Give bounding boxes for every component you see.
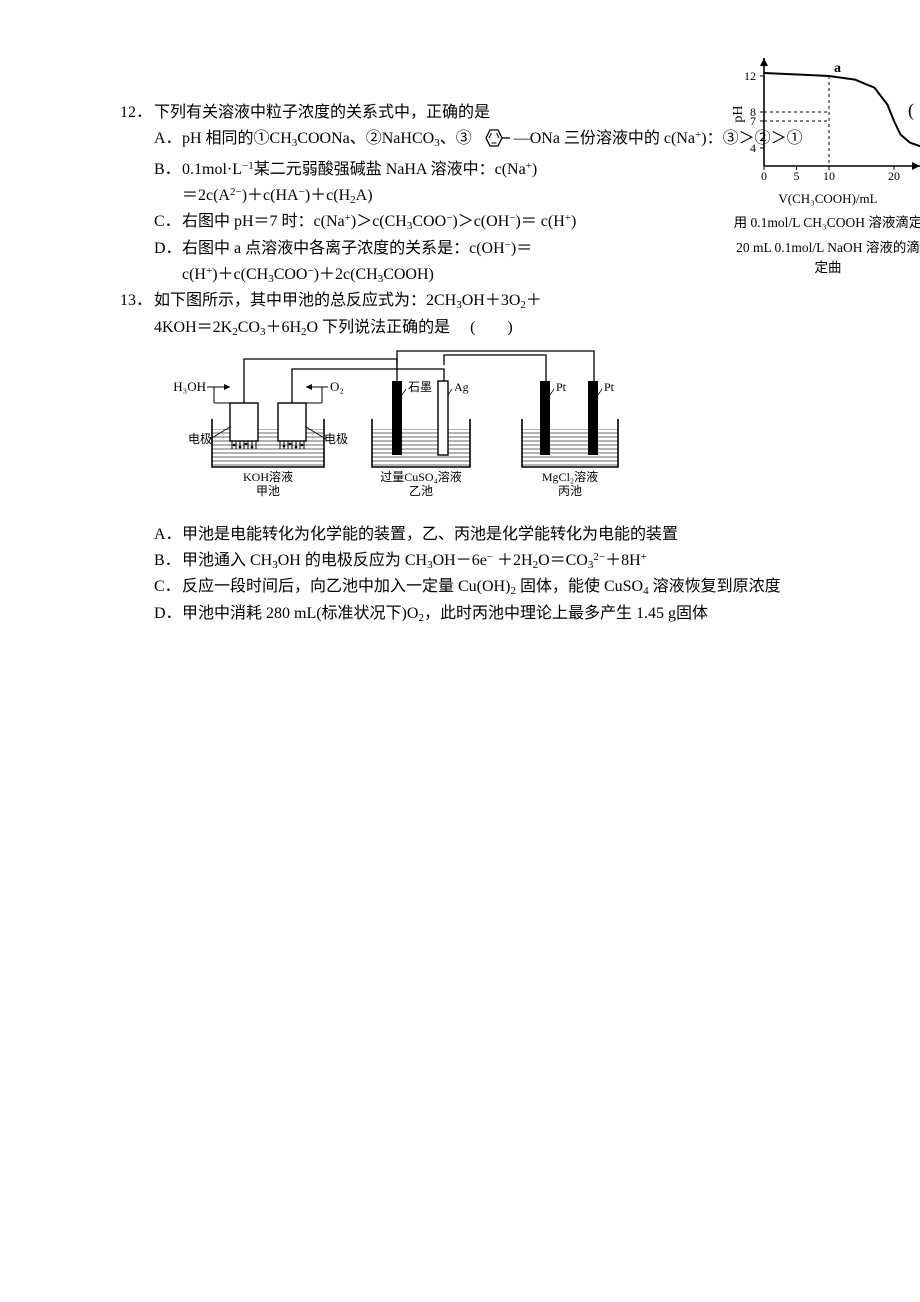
svg-text:丙池: 丙池 [558,484,582,498]
svg-text:KOH溶液: KOH溶液 [243,469,293,484]
t: 反应一段时间后，向乙池中加入一定量 Cu(OH) [182,578,510,595]
t: OH 的电极反应为 CH [278,552,427,569]
question-13: 13． 如下图所示，其中甲池的总反应式为：2CH3OH＋3O2＋ 4KOH＝2K… [120,288,910,341]
q12-A-label: A． [154,126,182,152]
svg-text:O₂: O₂ [330,379,344,394]
t: COOH) [383,266,434,283]
q13-option-D: D． 甲池中消耗 280 mL(标准状况下)O2，此时丙池中理论上最多产生 1.… [154,601,914,628]
t: ＋2H [493,552,533,569]
q13-A-label: A． [154,522,182,548]
t: 右图中 pH＝7 时：c(Na [182,213,345,230]
benzene-icon [478,127,512,158]
q12-option-C: C． 右图中 pH＝7 时：c(Na+)＞c(CH3COO−)＞c(OH−)＝ … [154,209,910,236]
q12-option-B: B． 0.1mol·L−1某二元弱酸强碱盐 NaHA 溶液中：c(Na+) ＝2… [154,157,910,209]
q13-paren: ( ) [470,319,513,336]
t: ，此时丙池中理论上最多产生 1.45 g固体 [424,605,708,622]
svg-text:乙池: 乙池 [409,484,433,498]
svg-text:Ag: Ag [454,380,469,394]
q12-number: 12． [120,100,154,126]
t: ＋8H [605,552,641,569]
t: 某二元弱酸强碱盐 NaHA 溶液中：c(Na [254,161,526,178]
q13-B-label: B． [154,548,182,574]
q12-option-D: D． 右图中 a 点溶液中各离子浓度的关系是：c(OH−)＝ c(H+)＋c(C… [154,236,910,288]
t: c(H [182,266,206,283]
t: 4KOH＝2K [154,319,232,336]
question-12: 12． ( 下列有关溶液中粒子浓度的关系式中，正确的是 A． pH 相同的①CH… [120,100,910,288]
svg-text:电极: 电极 [324,432,348,446]
svg-text:甲池: 甲池 [256,484,280,498]
t: )：③＞②＞① [701,130,802,147]
t: 0.1mol·L [182,161,242,178]
t: 甲池通入 CH [182,552,272,569]
t: −1 [242,160,254,172]
t: O 下列说法正确的是 [307,319,451,336]
svg-text:MgCl₂溶液: MgCl₂溶液 [542,469,598,484]
svg-text:Pt: Pt [556,380,567,394]
q12-option-A: A． pH 相同的①CH3COONa、②NaHCO3、③ —ONa 三份溶液中的… [154,126,910,158]
t: 固体，能使 CuSO [516,578,643,595]
svg-text:石墨: 石墨 [408,380,432,394]
t: ) [571,213,576,230]
t: )＝ c(H [515,213,564,230]
q13-D-label: D． [154,601,182,627]
t: ＋ [526,292,542,309]
t: COO [412,213,446,230]
svg-text:电极: 电极 [188,432,212,446]
q13-option-A: A． 甲池是电能转化为化学能的装置，乙、丙池是化学能转化为电能的装置 [154,522,914,548]
t: OH－6e [433,552,487,569]
q12-paren: ( [908,96,914,125]
q13-C-label: C． [154,574,182,600]
svg-text:CH₃OH: CH₃OH [174,379,206,394]
svg-text:Pt: Pt [604,380,615,394]
t: ＋6H [265,319,301,336]
t: 2− [593,551,605,563]
t: 甲池中消耗 280 mL(标准状况下)O [182,605,418,622]
q13-option-C: C． 反应一段时间后，向乙池中加入一定量 Cu(OH)2 固体，能使 CuSO4… [154,574,914,601]
q13-options: A． 甲池是电能转化为化学能的装置，乙、丙池是化学能转化为电能的装置 B． 甲池… [120,522,914,627]
t: COO [274,266,308,283]
q12-D-label: D． [154,236,182,262]
q13-option-B: B． 甲池通入 CH3OH 的电极反应为 CH3OH－6e− ＋2H2O＝CO3… [154,548,914,575]
svg-text:12: 12 [744,69,756,83]
electrochemistry-diagram: CH₃OH O₂ 电极 电极 KOH溶液 甲池 石墨 Ag 过量CuSO₄溶液 … [174,347,910,516]
q12-C-label: C． [154,209,182,235]
q13-A-text: 甲池是电能转化为化学能的装置，乙、丙池是化学能转化为电能的装置 [182,522,914,548]
q12-stem: 下列有关溶液中粒子浓度的关系式中，正确的是 [154,100,910,126]
t: OH＋3O [462,292,521,309]
q13-number: 13． [120,288,154,314]
t: )＋c(CH [212,266,268,283]
svg-text:过量CuSO₄溶液: 过量CuSO₄溶液 [380,469,462,484]
svg-text:a: a [834,61,841,76]
t: ) [532,161,537,178]
t: 2− [230,186,242,198]
t: )＞c(OH [452,213,509,230]
t: 如下图所示，其中甲池的总反应式为：2CH [154,292,456,309]
t: )＋c(H [305,187,350,204]
t: )＋c(HA [242,187,299,204]
t: A) [356,187,373,204]
t: 溶液恢复到原浓度 [649,578,781,595]
t: ＝2c(A [182,187,230,204]
t: COONa、②NaHCO [297,130,434,147]
q13-stem: 如下图所示，其中甲池的总反应式为：2CH3OH＋3O2＋ 4KOH＝2K2CO3… [154,288,910,341]
t: pH 相同的①CH [182,130,292,147]
t: )＝ [511,240,532,257]
t: —ONa 三份溶液中的 c(Na [514,130,695,147]
t: + [641,551,647,563]
t: )＋2c(CH [314,266,378,283]
t: 右图中 a 点溶液中各离子浓度的关系是：c(OH [182,240,505,257]
t: )＞c(CH [351,213,407,230]
t: CO [238,319,260,336]
q12-B-label: B． [154,157,182,183]
t: O＝CO [538,552,588,569]
t: 、③ [440,130,472,147]
